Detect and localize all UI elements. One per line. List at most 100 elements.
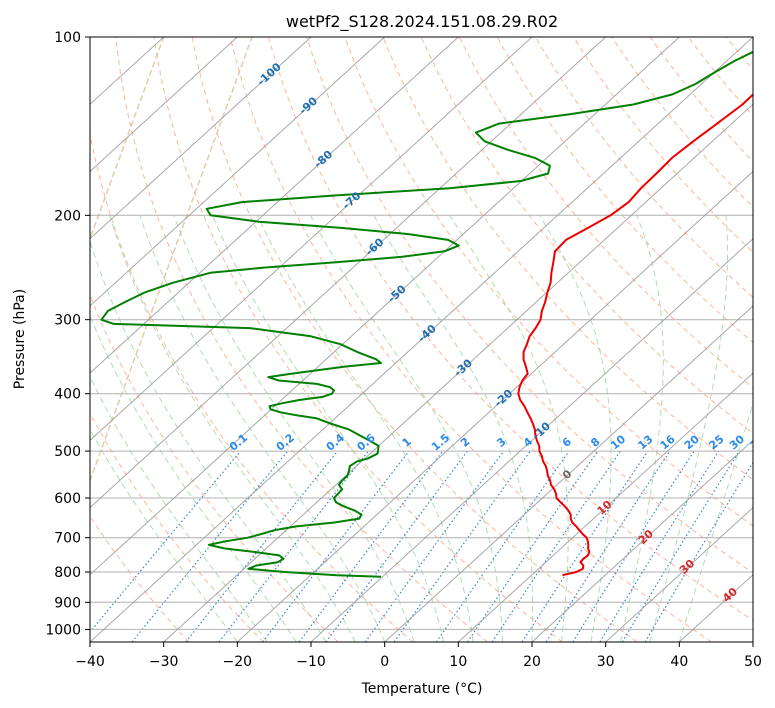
mixing-ratio-label: 6 (560, 435, 574, 450)
isotherm-line (163, 103, 753, 642)
mixing-ratio-label: 16 (658, 432, 678, 452)
y-tick-label: 300 (54, 313, 81, 329)
x-tick-label: −40 (75, 654, 105, 670)
x-tick-label: 30 (597, 654, 615, 670)
mixing-ratio-line (491, 450, 621, 642)
mixing-ratio-line (644, 461, 753, 642)
isotherm-line (310, 237, 753, 642)
dry-adiabat-line (687, 37, 753, 117)
y-tick-label: 900 (54, 595, 81, 611)
moist-adiabat-line (109, 215, 356, 642)
dewpoint-line (100, 50, 753, 578)
y-tick-label: 700 (54, 531, 81, 547)
isobar-gridlines (90, 37, 753, 630)
isotherm-line (752, 641, 753, 642)
isotherm-line (90, 37, 238, 173)
dry-adiabat-line (115, 37, 488, 642)
dry-adiabat-line (90, 515, 190, 642)
dry-adiabat-line (268, 37, 753, 622)
plot-frame (89, 36, 754, 643)
mixing-ratio-line (90, 450, 242, 633)
moist-adiabat-line (90, 375, 268, 642)
mixing-ratio-line (545, 450, 671, 642)
mixing-ratio-label: 25 (707, 433, 727, 453)
y-tick-label: 1000 (45, 622, 81, 638)
dry-adiabat-line (726, 37, 753, 71)
mixing-ratio-label: 30 (727, 432, 747, 452)
moist-adiabat-line (310, 215, 503, 642)
sounding-series (100, 50, 753, 578)
plot-area: 0.1 0.2 0.4 0.6 1 1.5 2 3 4 6 8 10 13 16 20 25 30 36-100-… (90, 37, 775, 642)
isotherm-gridlines (90, 37, 753, 642)
x-axis-label: Temperature (°C) (361, 681, 483, 697)
isotherm-line (384, 305, 753, 642)
isotherm-line (90, 37, 312, 240)
background-curve (90, 37, 253, 483)
temperature-line (517, 93, 753, 577)
dry-adiabat-line (611, 37, 753, 208)
x-tick-label: 40 (670, 654, 688, 670)
dry-adiabat-line (191, 37, 638, 642)
isotherm-line (531, 439, 753, 642)
moist-adiabat-line (649, 215, 728, 642)
dry-adiabat-line (153, 37, 563, 642)
mixing-ratio-line (599, 450, 720, 642)
background-curves (90, 37, 253, 483)
chart-title: wetPf2_S128.2024.151.08.29.R02 (286, 12, 558, 32)
dry-adiabat-line (229, 37, 712, 642)
mixing-ratio-line (572, 450, 695, 642)
x-tick-label: 10 (449, 654, 467, 670)
dry-adiabat-line (90, 293, 339, 642)
isotherm-line (90, 37, 386, 307)
moist-adiabat-line (90, 239, 327, 642)
isotherm-line (605, 506, 753, 642)
mixing-ratio-label: 3 (494, 435, 508, 450)
isotherm-line (90, 37, 753, 642)
y-tick-label: 600 (54, 491, 81, 507)
isotherm-line (90, 37, 680, 576)
y-tick-label: 400 (54, 387, 81, 403)
mixing-ratio-label: 0.2 (274, 431, 297, 453)
dry-adiabat-line (765, 37, 775, 642)
x-tick-label: 20 (523, 654, 541, 670)
y-tick-label: 200 (54, 208, 81, 224)
moist-adiabat-line (212, 215, 445, 642)
mixing-ratio-label: 1.5 (429, 431, 452, 453)
mixing-ratio-lines (90, 450, 753, 642)
mixing-ratio-line (262, 450, 410, 642)
dry-adiabat-line (649, 37, 753, 163)
isotherm-line (457, 372, 753, 642)
mixing-ratio-label: 0.1 (227, 431, 250, 453)
mixing-ratio-line (621, 450, 740, 642)
x-tick-label: 0 (380, 654, 389, 670)
moist-adiabat-line (373, 215, 534, 642)
dry-adiabat-line (382, 37, 753, 481)
dry-adiabat-line (90, 131, 414, 642)
mixing-ratio-line (466, 450, 599, 642)
moist-adiabat-line (619, 215, 664, 642)
mixing-ratio-line (131, 450, 289, 642)
mixing-ratio-label: 1 (400, 435, 414, 450)
moist-adiabat-line (139, 215, 386, 642)
moist-adiabat-line (173, 215, 415, 642)
y-axis-label: Pressure (hPa) (12, 289, 28, 389)
isotherm-line (90, 37, 459, 374)
isotherm-line (90, 37, 607, 509)
dry-adiabat-line (573, 37, 753, 253)
x-tick-label: −30 (149, 654, 179, 670)
y-axis: 100 200 300 400 500 600 700 800 900 1000 (45, 30, 90, 638)
y-tick-label: 800 (54, 565, 81, 581)
mixing-ratio-label: 36 (748, 432, 768, 452)
moist-adiabat-line (90, 428, 238, 642)
moist-adiabat-line (257, 215, 474, 642)
mixing-ratio-label: 0.4 (324, 431, 348, 454)
dry-adiabat-line (306, 37, 753, 574)
x-tick-label: 50 (744, 654, 762, 670)
moist-adiabat-line (539, 215, 612, 642)
y-tick-label: 500 (54, 444, 81, 460)
x-tick-label: −10 (296, 654, 326, 670)
mixing-ratio-line (218, 450, 369, 642)
dry-adiabat-line (496, 37, 753, 344)
y-tick-label: 100 (54, 30, 81, 46)
